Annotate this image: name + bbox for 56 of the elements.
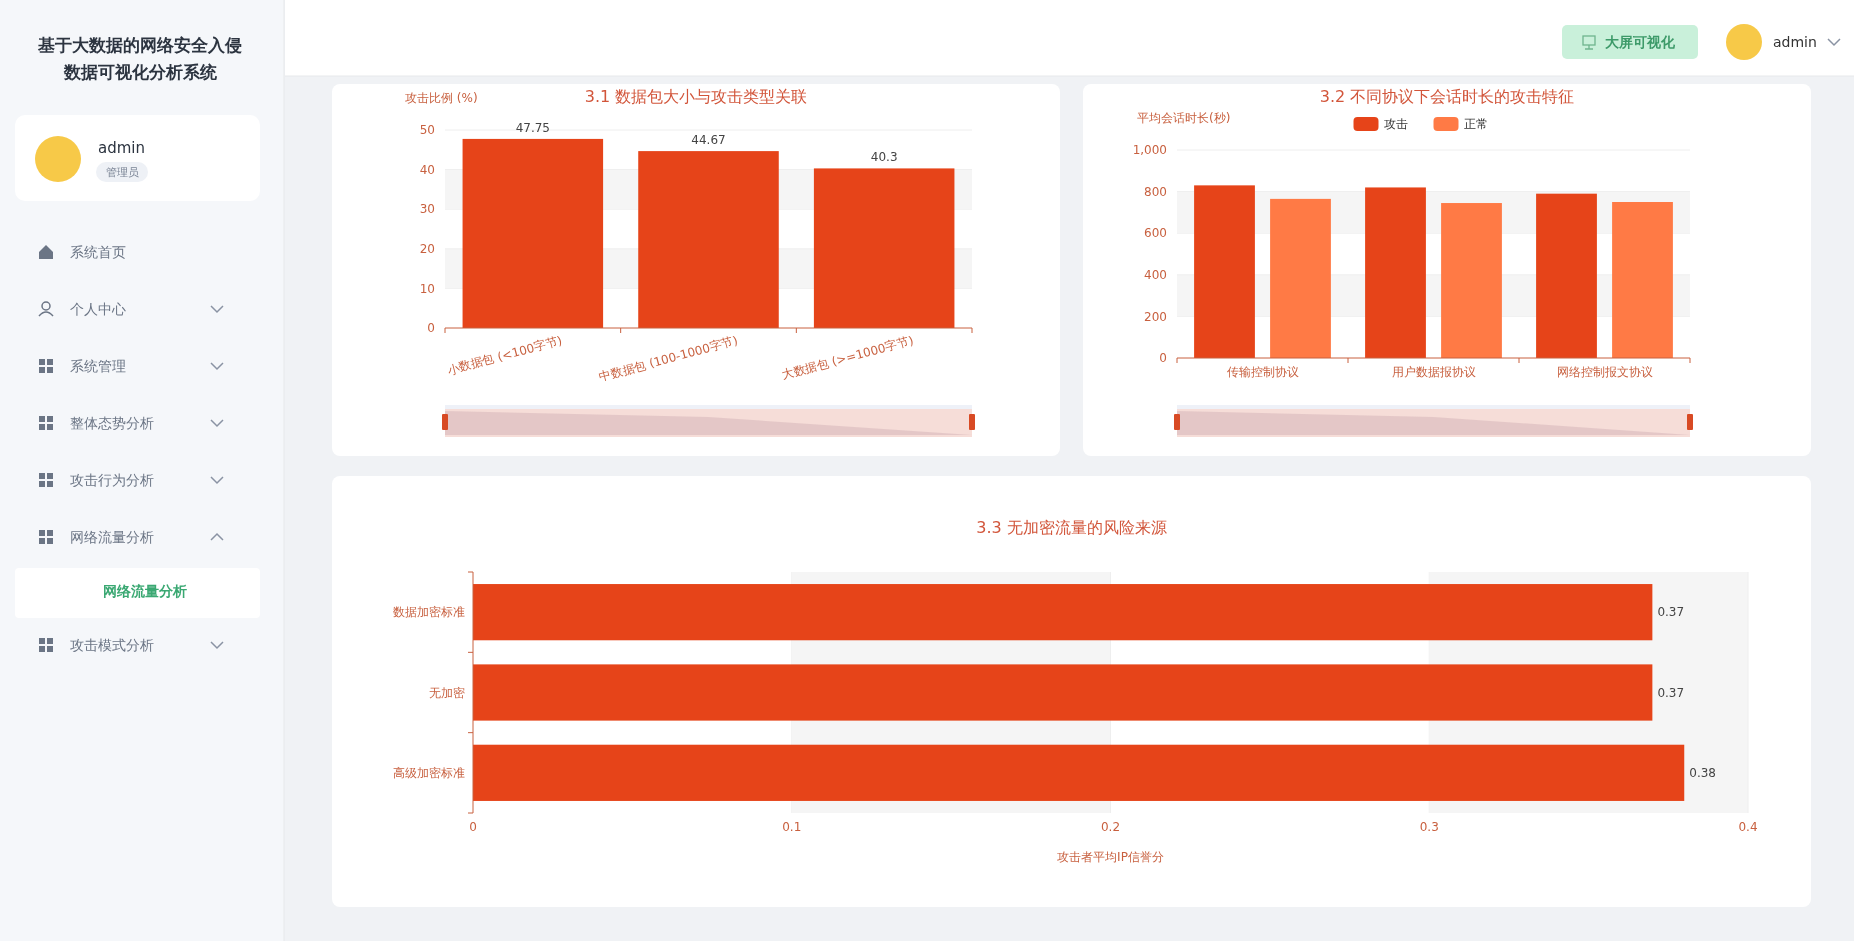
y-tick-label: 20 — [419, 242, 435, 256]
x-tick-label: 0.3 — [1419, 820, 1439, 834]
x-tick-label: 传输控制协议 — [1226, 365, 1299, 379]
bar — [1194, 185, 1255, 358]
bar — [1612, 202, 1673, 358]
data-label: 40.3 — [870, 150, 898, 165]
x-tick-label: 0.2 — [1100, 820, 1121, 834]
legend-label: 攻击 — [1383, 117, 1408, 132]
text: 大屏可视化 — [1605, 33, 1676, 50]
bar — [1270, 198, 1331, 358]
y-tick-label: 50 — [419, 123, 435, 138]
data-label: 44.67 — [691, 133, 726, 148]
y-tick-label: 0 — [427, 321, 435, 336]
text: 系统管理 — [70, 357, 126, 374]
text: 攻击模式分析 — [70, 636, 154, 653]
bar — [1441, 203, 1502, 358]
data-label: 0.38 — [1689, 766, 1716, 781]
y-tick-label: 400 — [1144, 268, 1167, 282]
data-label: 0.37 — [1657, 605, 1685, 620]
y-tick-label: 600 — [1144, 226, 1167, 241]
x-tick-label: 小数据包 (<100字节) — [445, 333, 564, 378]
x-tick-label: 0.1 — [782, 820, 802, 834]
text: 攻击行为分析 — [70, 471, 154, 488]
chart-title: 3.3 无加密流量的风险来源 — [976, 517, 1167, 537]
text: 整体态势分析 — [70, 414, 154, 431]
x-tick-label: 网络控制报文协议 — [1556, 365, 1653, 379]
y-tick-label: 200 — [1144, 309, 1167, 324]
y-tick-label: 30 — [419, 202, 435, 217]
text: 管理员 — [105, 165, 139, 179]
data-label: 0.37 — [1657, 685, 1685, 700]
y-tick-label: 数据加密标准 — [393, 605, 465, 620]
legend-label: 正常 — [1463, 117, 1488, 132]
data-label: 47.75 — [515, 120, 551, 135]
y-tick-label: 1,000 — [1132, 143, 1167, 158]
y-axis-title: 攻击比例 (%) — [405, 91, 478, 105]
x-axis-title: 攻击者平均IP信誉分 — [1057, 850, 1164, 864]
text: 系统首页 — [70, 243, 126, 260]
text: admin — [98, 139, 145, 158]
text: admin — [1773, 33, 1817, 50]
y-tick-label: 高级加密标准 — [393, 766, 465, 781]
x-tick-label: 0 — [469, 820, 477, 834]
y-tick-label: 800 — [1144, 184, 1167, 199]
y-tick-label: 无加密 — [429, 685, 465, 700]
text: 基于大数据的网络安全入侵数据可视化分析系统 — [37, 34, 242, 82]
x-tick-label: 0.4 — [1738, 820, 1758, 834]
y-tick-label: 40 — [419, 162, 435, 177]
bar — [1365, 187, 1426, 358]
bar — [1536, 193, 1597, 358]
text: 网络流量分析 — [70, 528, 154, 545]
chart-title: 3.1 数据包大小与攻击类型关联 — [584, 86, 808, 106]
text: 网络流量分析 — [103, 582, 187, 599]
x-tick-label: 用户数据报协议 — [1391, 365, 1476, 379]
y-axis-title: 平均会话时长(秒) — [1137, 111, 1231, 125]
chart-title: 3.2 不同协议下会话时长的攻击特征 — [1319, 86, 1575, 106]
y-tick-label: 10 — [419, 281, 435, 296]
text: 个人中心 — [70, 300, 126, 317]
